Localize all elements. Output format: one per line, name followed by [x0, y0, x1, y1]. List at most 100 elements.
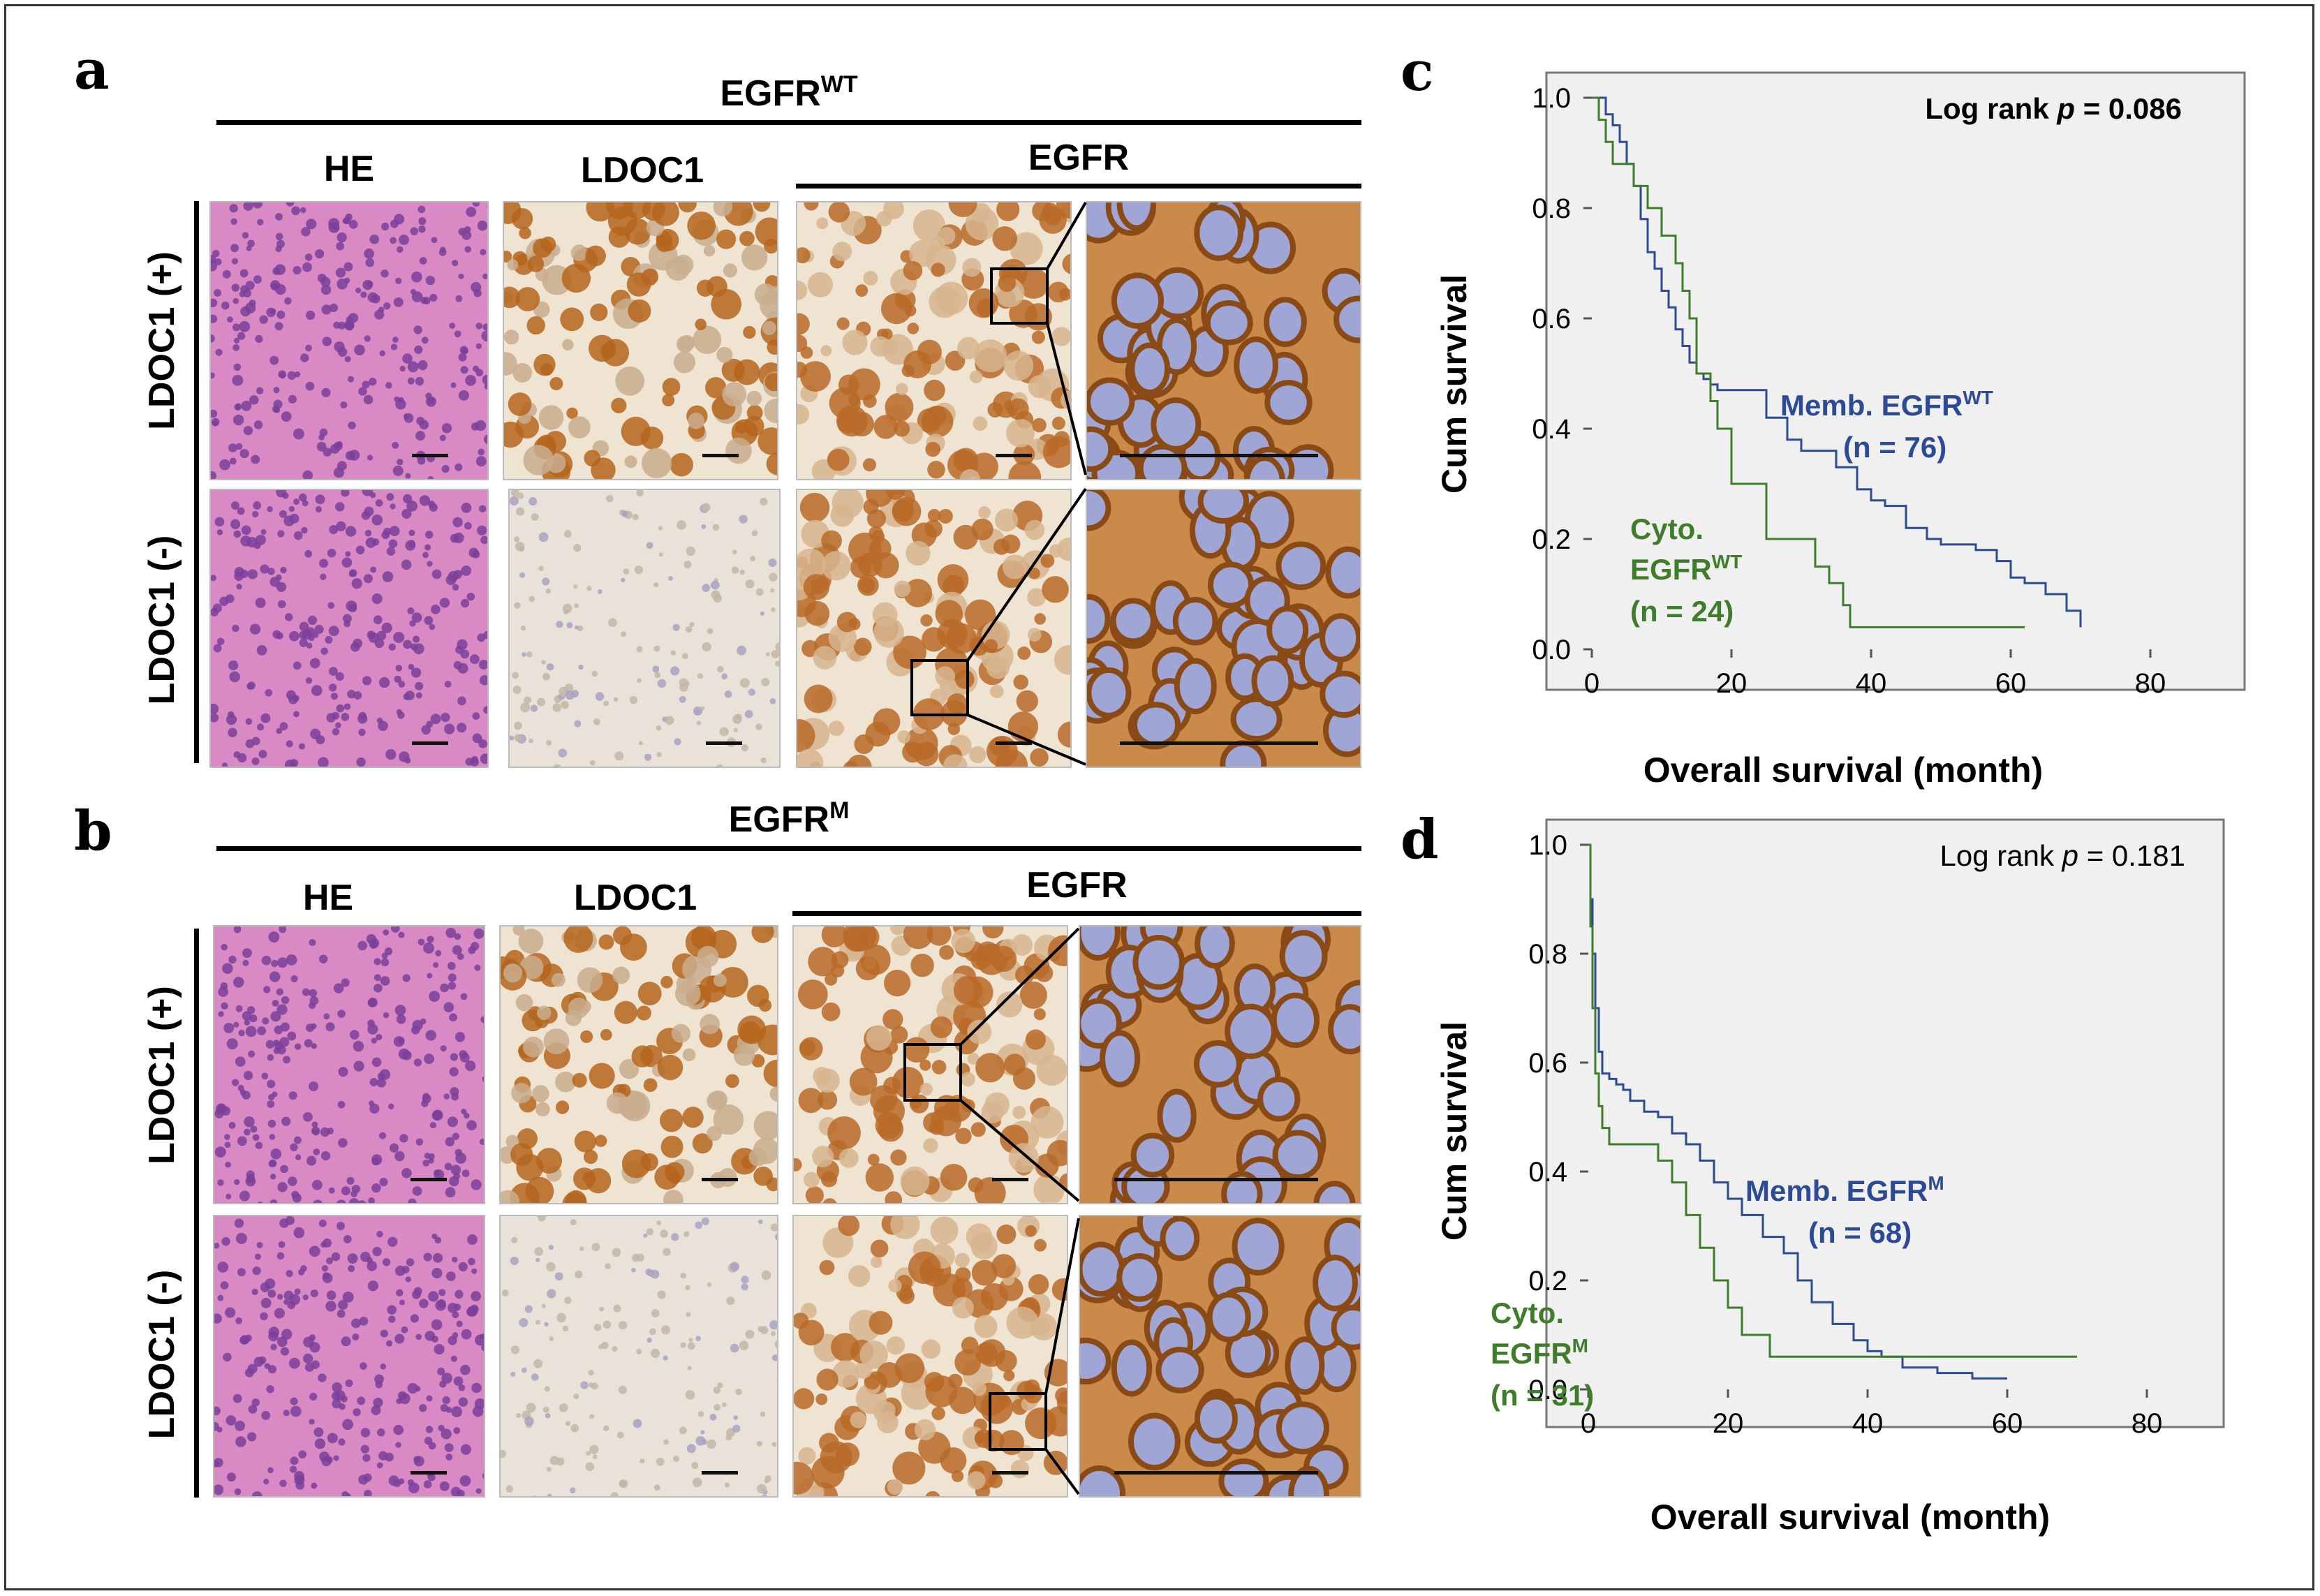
scale-bar — [1120, 741, 1318, 745]
scale-bar — [702, 454, 739, 457]
scale-bar — [992, 1471, 1028, 1475]
y-tick-label: 0.0 — [1528, 1375, 1567, 1405]
tile-b-neg-ldoc1 — [499, 1215, 778, 1498]
tile-a-neg-egfr — [796, 489, 1072, 768]
panel-a-col-ldoc1: LDOC1 — [580, 150, 704, 191]
zoom-line — [1044, 1448, 1080, 1495]
panel-a-row-rule — [194, 201, 199, 763]
cyto-label: Cyto. — [1630, 512, 1704, 545]
scale-bar — [706, 741, 742, 745]
cyto-survival-curve — [1588, 843, 2077, 1358]
survival-chart-c: 0 20 40 60 80 0.0 0.2 0.4 0.6 0.8 1.0 Cum survival… — [1435, 71, 2246, 790]
x-tick-label: 40 — [1852, 1408, 1884, 1439]
tile-a-pos-ldoc1 — [503, 201, 778, 480]
panel-label-d: d — [1401, 808, 1439, 871]
panel-label-a: a — [74, 38, 110, 102]
x-tick-label: 0 — [1584, 668, 1599, 699]
tile-a-pos-egfr — [796, 201, 1072, 480]
scale-bar — [996, 454, 1032, 457]
y-tick-label: 0.2 — [1532, 524, 1571, 555]
y-tick-label: 0.6 — [1532, 304, 1571, 334]
scale-bar — [412, 741, 448, 745]
x-tick-label: 0 — [1581, 1408, 1596, 1439]
zoom-line — [966, 487, 1087, 662]
zoom-line — [967, 714, 1086, 766]
zoom-line — [1046, 323, 1087, 475]
tile-a-pos-he — [209, 201, 489, 480]
x-tick-label: 20 — [1713, 1408, 1744, 1439]
tile-b-pos-egfr-zoom — [1079, 925, 1361, 1204]
panel-a-col-egfr: EGFR — [1028, 138, 1130, 178]
x-tick-label: 40 — [1856, 668, 1887, 699]
panel-b-group-rule — [216, 846, 1361, 851]
x-axis-title: Overall survival (month) — [1643, 751, 2043, 790]
cyto-label-2: EGFRWT — [1630, 551, 1742, 586]
zoom-line — [1046, 201, 1087, 270]
y-axis-title: Cum survival — [1435, 274, 1474, 494]
panel-label-c: c — [1401, 40, 1434, 103]
scale-bar — [1114, 1178, 1318, 1181]
logrank-text: Log rank p = 0.086 — [1925, 92, 2182, 125]
memb-survival-curve — [1592, 96, 2082, 628]
y-tick-label: 0.2 — [1528, 1266, 1567, 1296]
x-tick-label: 60 — [1995, 668, 2027, 699]
survival-curves — [1592, 96, 2082, 628]
memb-n: (n = 68) — [1808, 1216, 1912, 1249]
y-tick-label: 0.4 — [1528, 1157, 1567, 1188]
tile-b-pos-ldoc1 — [499, 925, 778, 1204]
panel-a-group-rule — [216, 120, 1361, 125]
survival-chart-d: 0 20 40 60 80 0.0 0.2 0.4 0.6 0.8 1.0 Cum survival… — [1435, 818, 2225, 1537]
scale-bar — [1114, 1471, 1318, 1475]
scale-bar — [411, 1178, 447, 1181]
scale-bar — [992, 1178, 1028, 1181]
y-tick-label: 0.4 — [1532, 414, 1571, 445]
tile-a-neg-egfr-zoom — [1086, 489, 1361, 768]
scale-bar — [412, 454, 448, 457]
scale-bar — [411, 1471, 447, 1475]
memb-label: Memb. EGFRWT — [1780, 387, 1993, 422]
scale-bar — [702, 1471, 738, 1475]
panel-b-row-rule — [194, 929, 199, 1498]
memb-survival-curve — [1588, 843, 2007, 1380]
tile-b-pos-egfr — [792, 925, 1068, 1204]
zoom-line — [959, 927, 1080, 1046]
figure-frame — [4, 4, 2314, 1590]
cyto-label: Cyto. — [1491, 1296, 1564, 1329]
scale-bar — [996, 741, 1032, 745]
panel-b-group-title: EGFRM — [728, 797, 850, 840]
y-tick-label: 0.0 — [1532, 635, 1571, 665]
axis-ticks: 0 20 40 60 80 0.0 0.2 0.4 0.6 0.8 1.0 — [1532, 83, 2166, 699]
x-tick-label: 20 — [1716, 668, 1748, 699]
cyto-label-2: EGFRM — [1491, 1335, 1588, 1370]
memb-label: Memb. EGFRM — [1745, 1172, 1944, 1207]
plot-area — [1545, 71, 2246, 691]
scale-bar — [1120, 454, 1318, 457]
tile-a-neg-ldoc1 — [508, 489, 781, 768]
zoom-box-a-neg — [910, 659, 969, 716]
zoom-box-a-pos — [990, 267, 1049, 325]
logrank-text: Log rank p = 0.181 — [1940, 839, 2185, 872]
y-tick-label: 1.0 — [1532, 83, 1571, 114]
panel-label-b: b — [74, 799, 112, 863]
x-tick-label: 60 — [1992, 1408, 2023, 1439]
x-axis-title: Overall survival (month) — [1650, 1498, 2050, 1537]
y-tick-label: 0.8 — [1528, 939, 1567, 970]
tile-a-neg-he — [209, 489, 489, 768]
y-tick-label: 0.8 — [1532, 193, 1571, 224]
y-tick-label: 1.0 — [1528, 830, 1567, 861]
x-tick-label: 80 — [2131, 1408, 2163, 1439]
tile-b-neg-he — [213, 1215, 485, 1498]
cyto-survival-curve — [1592, 96, 2025, 628]
tile-a-pos-egfr-zoom — [1086, 201, 1361, 480]
tile-b-pos-he — [213, 925, 485, 1204]
cyto-n: (n = 31) — [1491, 1379, 1594, 1412]
axis-ticks: 0 20 40 60 80 0.0 0.2 0.4 0.6 0.8 1.0 — [1528, 830, 2162, 1439]
panel-a-group-title: EGFRWT — [720, 71, 858, 114]
panel-b-col-he: HE — [302, 878, 354, 918]
zoom-box-b-neg — [989, 1392, 1047, 1451]
memb-n: (n = 76) — [1843, 431, 1946, 464]
y-axis-title: Cum survival — [1435, 1021, 1474, 1241]
panel-b-col-ldoc1: LDOC1 — [573, 878, 697, 918]
panel-a-egfr-rule — [796, 184, 1361, 189]
panel-b-egfr-rule — [792, 911, 1361, 916]
